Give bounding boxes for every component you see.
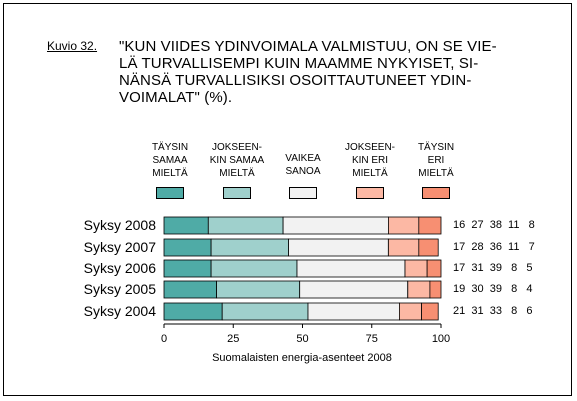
legend-swatch: [289, 187, 317, 199]
bar-segment: [387, 216, 420, 235]
legend-swatch: [223, 187, 251, 199]
figure-frame: [3, 3, 572, 396]
bar-segment: [163, 302, 223, 321]
row-value-label: 19 30 39 8 4: [453, 283, 533, 295]
legend-swatch: [422, 187, 450, 199]
row-value-label: 17 28 36 11 7: [453, 241, 535, 253]
legend-label: TÄYSIN ERI MIELTÄ: [417, 142, 455, 179]
row-value-label: 21 31 33 8 6: [453, 305, 533, 317]
bar-segment: [296, 259, 406, 278]
bar-segment: [418, 238, 439, 257]
bar-segment: [429, 280, 442, 299]
category-label: Syksy 2007: [83, 239, 156, 255]
figure-label: Kuvio 32.: [47, 39, 98, 53]
x-tick-label: 75: [366, 333, 378, 345]
bar-segment: [404, 259, 428, 278]
bar-segment: [407, 280, 431, 299]
bar-segment: [288, 238, 389, 257]
bar-segment: [398, 302, 422, 321]
row-value-label: 17 31 39 8 5: [453, 262, 533, 274]
category-label: Syksy 2008: [83, 217, 156, 233]
bar-segment: [210, 238, 290, 257]
bar-segment: [163, 280, 217, 299]
legend-swatch: [156, 187, 184, 199]
bar-segment: [387, 238, 420, 257]
bar-segment: [207, 216, 284, 235]
bar-segment: [307, 302, 400, 321]
legend-swatch: [356, 187, 384, 199]
source-note: Suomalaisten energia-asenteet 2008: [212, 352, 392, 364]
legend-label: VAIKEA SANOA: [285, 153, 321, 177]
bar-segment: [163, 238, 212, 257]
category-label: Syksy 2006: [83, 260, 156, 276]
category-label: Syksy 2004: [83, 303, 156, 319]
x-tick-label: 50: [296, 333, 308, 345]
x-tick-label: 0: [161, 333, 167, 345]
x-tick-label: 100: [432, 333, 450, 345]
bar-segment: [221, 302, 309, 321]
bar-segment: [163, 216, 209, 235]
legend-label: JOKSEEN- KIN ERI MIELTÄ: [344, 142, 395, 179]
legend-label: JOKSEEN- KIN SAMAA MIELTÄ: [209, 142, 265, 179]
bar-segment: [163, 259, 212, 278]
bar-segment: [421, 302, 439, 321]
row-value-label: 16 27 38 11 8: [453, 219, 535, 231]
category-label: Syksy 2005: [83, 281, 156, 297]
x-tick-label: 25: [227, 333, 239, 345]
bar-segment: [426, 259, 442, 278]
bar-segment: [210, 259, 298, 278]
chart-title: "KUN VIIDES YDINVOIMALA VALMISTUU, ON SE…: [119, 38, 497, 106]
bar-segment: [282, 216, 389, 235]
bar-segment: [216, 280, 301, 299]
bar-segment: [418, 216, 442, 235]
bar-segment: [299, 280, 409, 299]
legend-label: TÄYSIN SAMAA MIELTÄ: [151, 142, 189, 179]
